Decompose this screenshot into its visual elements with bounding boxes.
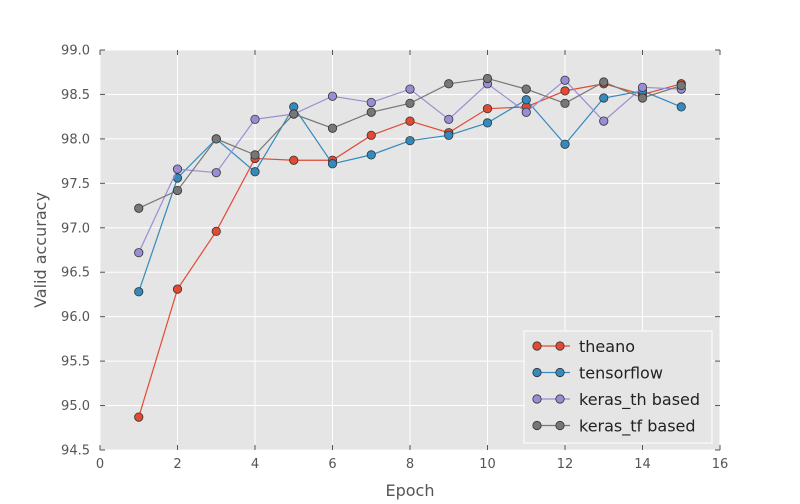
x-tick-label: 14	[634, 457, 651, 472]
legend-label: keras_th based	[579, 390, 700, 410]
data-point	[676, 80, 686, 91]
data-point	[250, 150, 260, 160]
legend-marker	[532, 367, 542, 378]
data-point	[482, 118, 493, 128]
data-point	[366, 107, 376, 117]
x-tick-label: 16	[712, 457, 729, 472]
data-point	[560, 86, 570, 96]
data-point	[521, 107, 531, 117]
data-point	[444, 130, 454, 140]
data-point	[444, 114, 454, 124]
data-point	[172, 164, 183, 174]
data-point	[599, 93, 609, 103]
data-point	[599, 116, 609, 126]
data-point	[134, 412, 144, 422]
data-point	[482, 73, 493, 84]
data-point	[366, 97, 376, 108]
legend-label: tensorflow	[579, 364, 663, 383]
data-point	[250, 167, 260, 177]
x-tick-label: 2	[173, 457, 181, 472]
data-point	[327, 123, 338, 133]
data-point	[211, 134, 221, 144]
y-tick-label: 98.5	[61, 88, 90, 103]
data-point	[405, 116, 415, 126]
y-tick-label: 95.0	[61, 399, 90, 414]
legend-marker	[532, 394, 542, 404]
data-point	[560, 98, 570, 108]
data-point	[599, 77, 609, 87]
data-point	[444, 79, 454, 89]
y-tick-label: 94.5	[61, 444, 90, 459]
data-point	[172, 284, 183, 294]
data-point	[134, 287, 144, 297]
y-tick-label: 97.0	[61, 221, 90, 236]
data-point	[676, 102, 686, 112]
x-axis-title: Epoch	[386, 481, 435, 500]
legend-marker	[555, 420, 565, 431]
legend-item: keras_tf based	[532, 417, 696, 437]
axis-ticks: 0 2 4 6 8 10 12 14 16 94.5 95.0 95.5 96.0 96.5 97.0 97.…	[61, 44, 728, 473]
series-group	[134, 73, 686, 422]
data-point	[134, 248, 144, 258]
legend: theano tensorflow keras_th based keras_tf b…	[523, 330, 713, 444]
y-tick-label: 98.0	[61, 132, 90, 147]
data-point	[327, 159, 338, 169]
data-point	[560, 139, 570, 149]
data-point	[637, 82, 648, 92]
data-point	[172, 185, 183, 196]
x-tick-label: 4	[251, 457, 259, 472]
data-point	[405, 84, 415, 94]
legend-item: theano	[532, 337, 635, 356]
data-point	[327, 91, 338, 101]
y-tick-label: 96.0	[61, 310, 90, 325]
data-point	[482, 104, 493, 114]
data-point	[211, 226, 221, 236]
y-tick-label: 95.5	[61, 355, 90, 370]
data-point	[366, 130, 376, 140]
legend-marker	[532, 420, 542, 431]
legend-item: keras_th based	[532, 390, 700, 410]
data-point	[211, 168, 221, 178]
data-point	[134, 203, 144, 213]
x-tick-label: 10	[479, 457, 496, 472]
data-point	[521, 95, 531, 105]
x-tick-label: 8	[406, 457, 414, 472]
data-point	[405, 98, 415, 108]
data-point	[289, 155, 299, 165]
data-point	[366, 150, 376, 160]
x-tick-label: 12	[557, 457, 574, 472]
x-tick-label: 0	[96, 457, 104, 472]
legend-marker	[555, 394, 565, 404]
x-tick-label: 6	[328, 457, 336, 472]
legend-marker	[555, 341, 565, 351]
legend-marker	[532, 341, 542, 351]
y-tick-label: 96.5	[61, 266, 90, 281]
data-point	[405, 136, 415, 146]
data-point	[289, 109, 299, 119]
data-point	[560, 75, 570, 85]
y-tick-label: 99.0	[61, 44, 90, 59]
legend-label: keras_tf based	[579, 417, 696, 437]
data-point	[250, 114, 260, 124]
legend-marker	[555, 367, 565, 378]
legend-label: theano	[579, 337, 635, 356]
legend-item: tensorflow	[532, 364, 663, 383]
legend-box	[523, 330, 713, 444]
y-tick-label: 97.5	[61, 177, 90, 192]
y-axis-title: Valid accuracy	[31, 192, 50, 308]
series-keras-tf-based	[134, 73, 686, 213]
data-point	[521, 84, 531, 94]
data-point	[637, 93, 648, 103]
